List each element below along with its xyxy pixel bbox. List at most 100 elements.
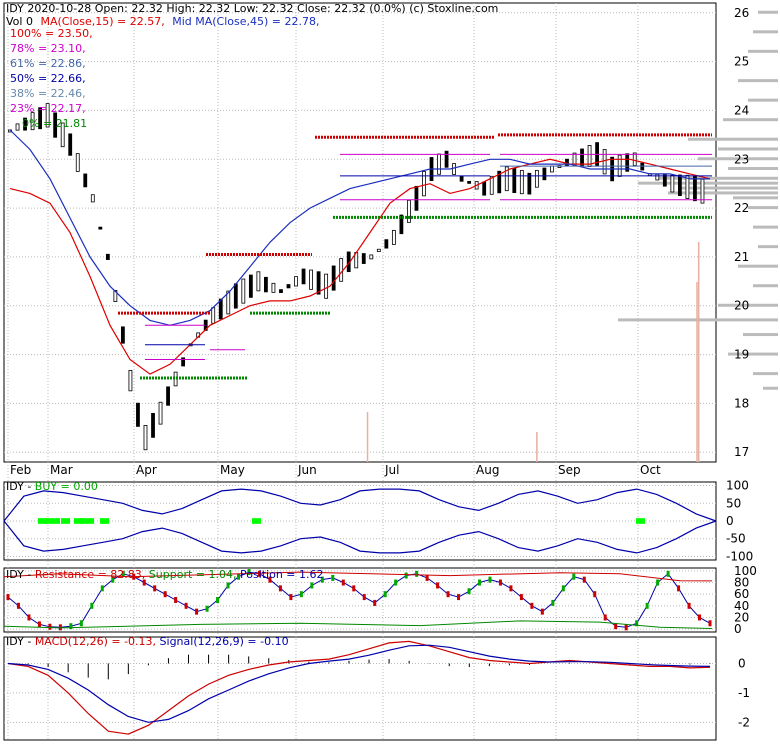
volume-profile-bar <box>738 79 778 83</box>
fib-level-label: 0% = 21.81 <box>22 117 87 130</box>
position-candle <box>69 623 73 630</box>
position-candle <box>698 614 702 621</box>
position-candle <box>457 594 461 601</box>
buy-signal-marker <box>46 518 60 524</box>
volume-profile-bar <box>728 352 778 356</box>
price-candle <box>384 239 389 249</box>
position-candle <box>111 576 115 583</box>
buy-signal-marker <box>252 518 261 524</box>
volume-profile-bar <box>748 49 778 53</box>
position-candle <box>37 621 41 628</box>
position-candle <box>540 608 544 615</box>
volume-profile-bar <box>753 372 778 376</box>
price-candle <box>271 282 276 293</box>
buy-tick-label: 100 <box>726 479 749 493</box>
position-candle <box>488 576 492 583</box>
buy-signal-marker <box>38 518 47 524</box>
position-candle <box>362 594 366 601</box>
fib-level-labels: 100% = 23.50, 78% = 23.10, 61% = 22.86, 50%… <box>10 27 93 130</box>
position-candle <box>530 602 534 609</box>
volume-profile-bar <box>738 264 778 268</box>
ma-short-label: MA(Close,15) = 22.57, <box>40 15 164 28</box>
price-candle <box>241 278 246 304</box>
volume-profile-bar <box>753 30 778 34</box>
buy-signal-marker <box>80 518 94 524</box>
price-candle <box>15 123 20 131</box>
month-label: Sep <box>558 463 581 477</box>
axis-labels: Feb Mar Apr May Jun Jul Aug Sep Oct 17 18 19 20 21 22 2… <box>10 6 757 730</box>
position-candle <box>603 614 607 621</box>
grid-lines <box>4 3 716 740</box>
position-candle <box>58 624 62 631</box>
price-candle <box>256 271 261 292</box>
price-tick-label: 21 <box>734 250 749 264</box>
ma-short-line <box>9 158 711 375</box>
price-candle <box>143 425 148 451</box>
position-candle <box>153 585 157 592</box>
macd-line <box>7 640 711 735</box>
price-candle <box>279 289 283 293</box>
res-tick-label: 20 <box>734 610 749 624</box>
price-candle <box>504 166 509 192</box>
position-candle <box>708 620 712 627</box>
price-candle <box>316 271 321 295</box>
position-candle <box>645 602 649 609</box>
volume-profile-bar <box>733 196 778 200</box>
position-candle <box>624 624 628 631</box>
volume-profile-bar <box>668 191 778 195</box>
volume-profile-bar <box>763 386 778 390</box>
price-candle <box>23 117 27 131</box>
price-candle <box>534 169 539 188</box>
volume-profile-bar <box>718 303 778 307</box>
position-candle <box>257 570 261 577</box>
position-candle <box>614 623 618 630</box>
buy-tick-label: 50 <box>726 496 741 510</box>
position-candle <box>561 585 565 592</box>
panel-frame-res <box>3 567 717 633</box>
price-candle <box>376 248 381 252</box>
price-candle <box>482 181 487 196</box>
price-tick-label: 18 <box>734 396 749 410</box>
panel-frame-macd <box>3 636 717 741</box>
res-tick-label: 40 <box>734 599 749 613</box>
position-candle <box>519 594 523 601</box>
vol-ma-legend: Vol 0 MA(Close,15) = 22.57, Mid MA(Close… <box>6 15 320 28</box>
price-candle <box>527 172 532 195</box>
month-label: Feb <box>10 463 31 477</box>
price-candle <box>38 107 43 130</box>
position-candle <box>237 573 241 580</box>
volume-profile-bar <box>638 181 778 185</box>
price-candle <box>422 171 426 197</box>
price-candle <box>324 273 329 299</box>
month-label: Jul <box>384 463 399 477</box>
position-candle <box>341 579 345 586</box>
price-candle <box>30 112 35 131</box>
position-candle <box>551 599 555 606</box>
buy-panel-title: IDY - BUY = 0.00 <box>6 480 98 493</box>
macd-panel-title: IDY - MACD(12,26) = -0.13, Signal(12,26,… <box>6 635 289 648</box>
buy-envelope-lower <box>3 520 717 554</box>
fib-level-label: 61% = 22.86, <box>10 57 86 70</box>
buy-tick-label: -50 <box>726 532 746 546</box>
position-candle <box>247 569 251 576</box>
price-tick-label: 22 <box>734 201 749 215</box>
price-candle <box>361 253 366 264</box>
price-candle <box>331 265 336 291</box>
position-candle <box>415 570 419 577</box>
price-candle <box>437 153 441 175</box>
price-candle <box>53 112 58 138</box>
price-candle <box>685 174 690 199</box>
price-tick-label: 19 <box>734 348 749 362</box>
buy-signal-marker <box>100 518 109 524</box>
resistance-panel <box>3 569 713 631</box>
month-label: Jun <box>297 463 317 477</box>
price-candle <box>519 169 524 195</box>
fib-level-label: 50% = 22.66, <box>10 72 86 85</box>
position-candle <box>446 591 450 598</box>
ma-mid-label: Mid MA(Close,45) = 22.78, <box>172 15 319 28</box>
panel-frame-price <box>3 2 717 463</box>
price-candle <box>286 284 291 289</box>
price-candle <box>248 274 253 298</box>
price-candle <box>45 103 50 128</box>
position-candle <box>677 585 681 592</box>
